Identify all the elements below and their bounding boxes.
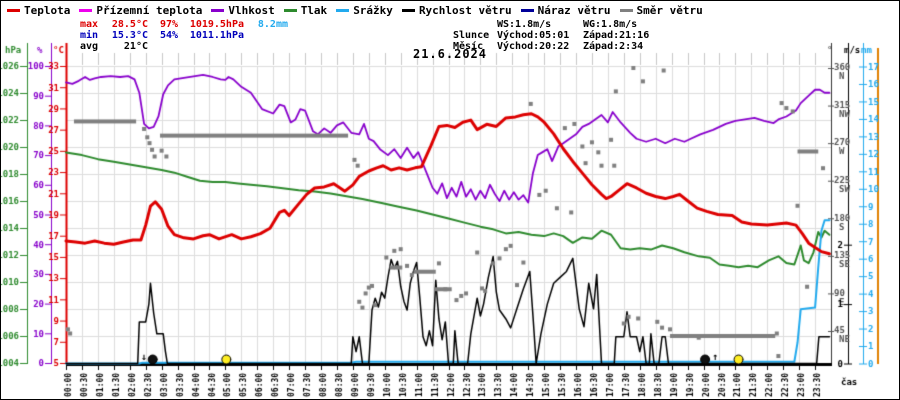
moon-label: Měsíc xyxy=(453,41,484,52)
legend-item-srazky: Srážky xyxy=(336,4,393,17)
sun-moon-block: WS:1.8m/s WG:1.8m/s Slunce Východ:05:01 … xyxy=(453,19,669,52)
legend-item-teplota: Teplota xyxy=(7,4,70,17)
stat-max-humidity: 97% xyxy=(159,19,178,30)
stats-max-row: max 28.5°C 97% 1019.5hPa 8.2mm xyxy=(80,19,288,30)
legend-item-vlhkost: Vlhkost xyxy=(211,3,275,17)
sun-label: Slunce xyxy=(453,30,490,41)
stat-max-label: max xyxy=(80,19,99,30)
legend-label: Srážky xyxy=(353,3,393,17)
temperature-line-icon xyxy=(7,8,20,12)
wind-gust-line-icon xyxy=(520,8,534,12)
stat-avg-label: avg xyxy=(80,41,99,52)
legend-label: Přízemní teplota xyxy=(96,3,203,17)
stat-min-humidity: 54% xyxy=(159,30,178,41)
humidity-line-icon xyxy=(211,8,225,12)
stat-min-label: min xyxy=(80,30,99,41)
stats-block: max 28.5°C 97% 1019.5hPa 8.2mm min 15.3°… xyxy=(80,19,288,52)
stat-min-pressure: 1011.1hPa xyxy=(189,30,244,41)
sun-set: Západ:21:16 xyxy=(583,30,650,41)
legend-label: Směr větru xyxy=(636,3,703,17)
legend-label: Rychlost větru xyxy=(418,3,512,17)
legend-item-smer-vetru: Směr větru xyxy=(619,3,703,17)
spacer xyxy=(453,19,497,30)
stat-avg-temp: 21°C xyxy=(123,41,148,52)
sun-rise: Východ:05:01 xyxy=(497,30,570,41)
wind-speed-stat: WS:1.8m/s xyxy=(497,19,552,30)
stat-rain-total: 8.2mm xyxy=(257,19,288,30)
stat-max-pressure: 1019.5hPa xyxy=(189,19,244,30)
legend-label: Tlak xyxy=(300,3,328,17)
ground-temperature-line-icon xyxy=(79,8,93,12)
wind-speed-line-icon xyxy=(401,8,415,12)
moon-rise: Východ:20:22 xyxy=(497,41,570,52)
pressure-line-icon xyxy=(283,8,297,12)
legend-item-prizemni-teplota: Přízemní teplota xyxy=(79,4,202,17)
sun-row: Slunce Východ:05:01 Západ:21:16 xyxy=(453,30,669,41)
moon-set: Západ:2:34 xyxy=(583,41,644,52)
stat-min-temp: 15.3°C xyxy=(111,30,148,41)
legend-item-rychlost-vetru: Rychlost větru xyxy=(401,3,512,17)
stats-min-row: min 15.3°C 54% 1011.1hPa xyxy=(80,30,288,41)
wind-direction-line-icon xyxy=(619,8,633,12)
legend-item-naraz-vetru: Náraz větru xyxy=(520,3,611,17)
legend-item-tlak: Tlak xyxy=(283,3,328,17)
legend-label: Náraz větru xyxy=(537,3,611,17)
stats-avg-row: avg 21°C xyxy=(80,41,288,52)
chart-title: 21.6.2024 xyxy=(412,47,488,61)
stat-max-temp: 28.5°C xyxy=(111,19,148,30)
wind-gust-stat: WG:1.8m/s xyxy=(583,19,638,30)
rain-line-icon xyxy=(336,8,350,12)
wind-stats-row: WS:1.8m/s WG:1.8m/s xyxy=(453,19,669,30)
legend-label: Vlhkost xyxy=(228,3,275,17)
legend: Teplota Přízemní teplota Vlhkost Tlak Sr… xyxy=(7,3,712,17)
moon-row: Měsíc Východ:20:22 Západ:2:34 xyxy=(453,41,669,52)
legend-label: Teplota xyxy=(24,3,71,17)
